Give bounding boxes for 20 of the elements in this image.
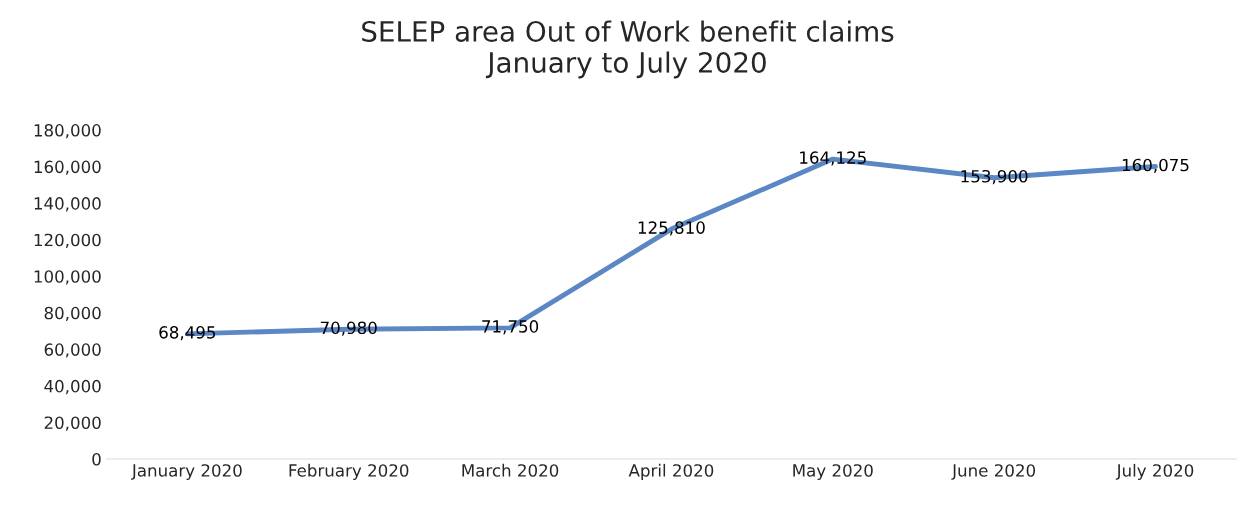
y-tick-label: 0 — [92, 452, 101, 466]
data-label: 160,075 — [1122, 158, 1189, 173]
chart-title: SELEP area Out of Work benefit claims January to July 2020 — [362, 20, 894, 79]
data-label: 68,495 — [159, 326, 216, 341]
y-tick-label: 80,000 — [44, 306, 101, 322]
x-tick-label: July 2020 — [1115, 463, 1194, 480]
x-tick-label: May 2020 — [793, 464, 873, 480]
x-tick-label: April 2020 — [628, 463, 714, 480]
x-tick-label: March 2020 — [462, 463, 559, 477]
y-tick-label: 100,000 — [34, 270, 101, 285]
x-tick-label: June 2020 — [951, 464, 1036, 480]
y-tick-label: 60,000 — [44, 343, 101, 358]
y-tick-label: 40,000 — [44, 379, 101, 395]
x-tick-label: January 2020 — [131, 464, 242, 480]
y-tick-label: 180,000 — [34, 124, 101, 139]
y-tick-label: 120,000 — [34, 233, 101, 248]
y-tick-label: 160,000 — [34, 160, 101, 175]
y-tick-label: 20,000 — [44, 416, 101, 431]
y-tick-label: 140,000 — [34, 197, 101, 212]
x-tick-label: February 2020 — [289, 463, 409, 480]
